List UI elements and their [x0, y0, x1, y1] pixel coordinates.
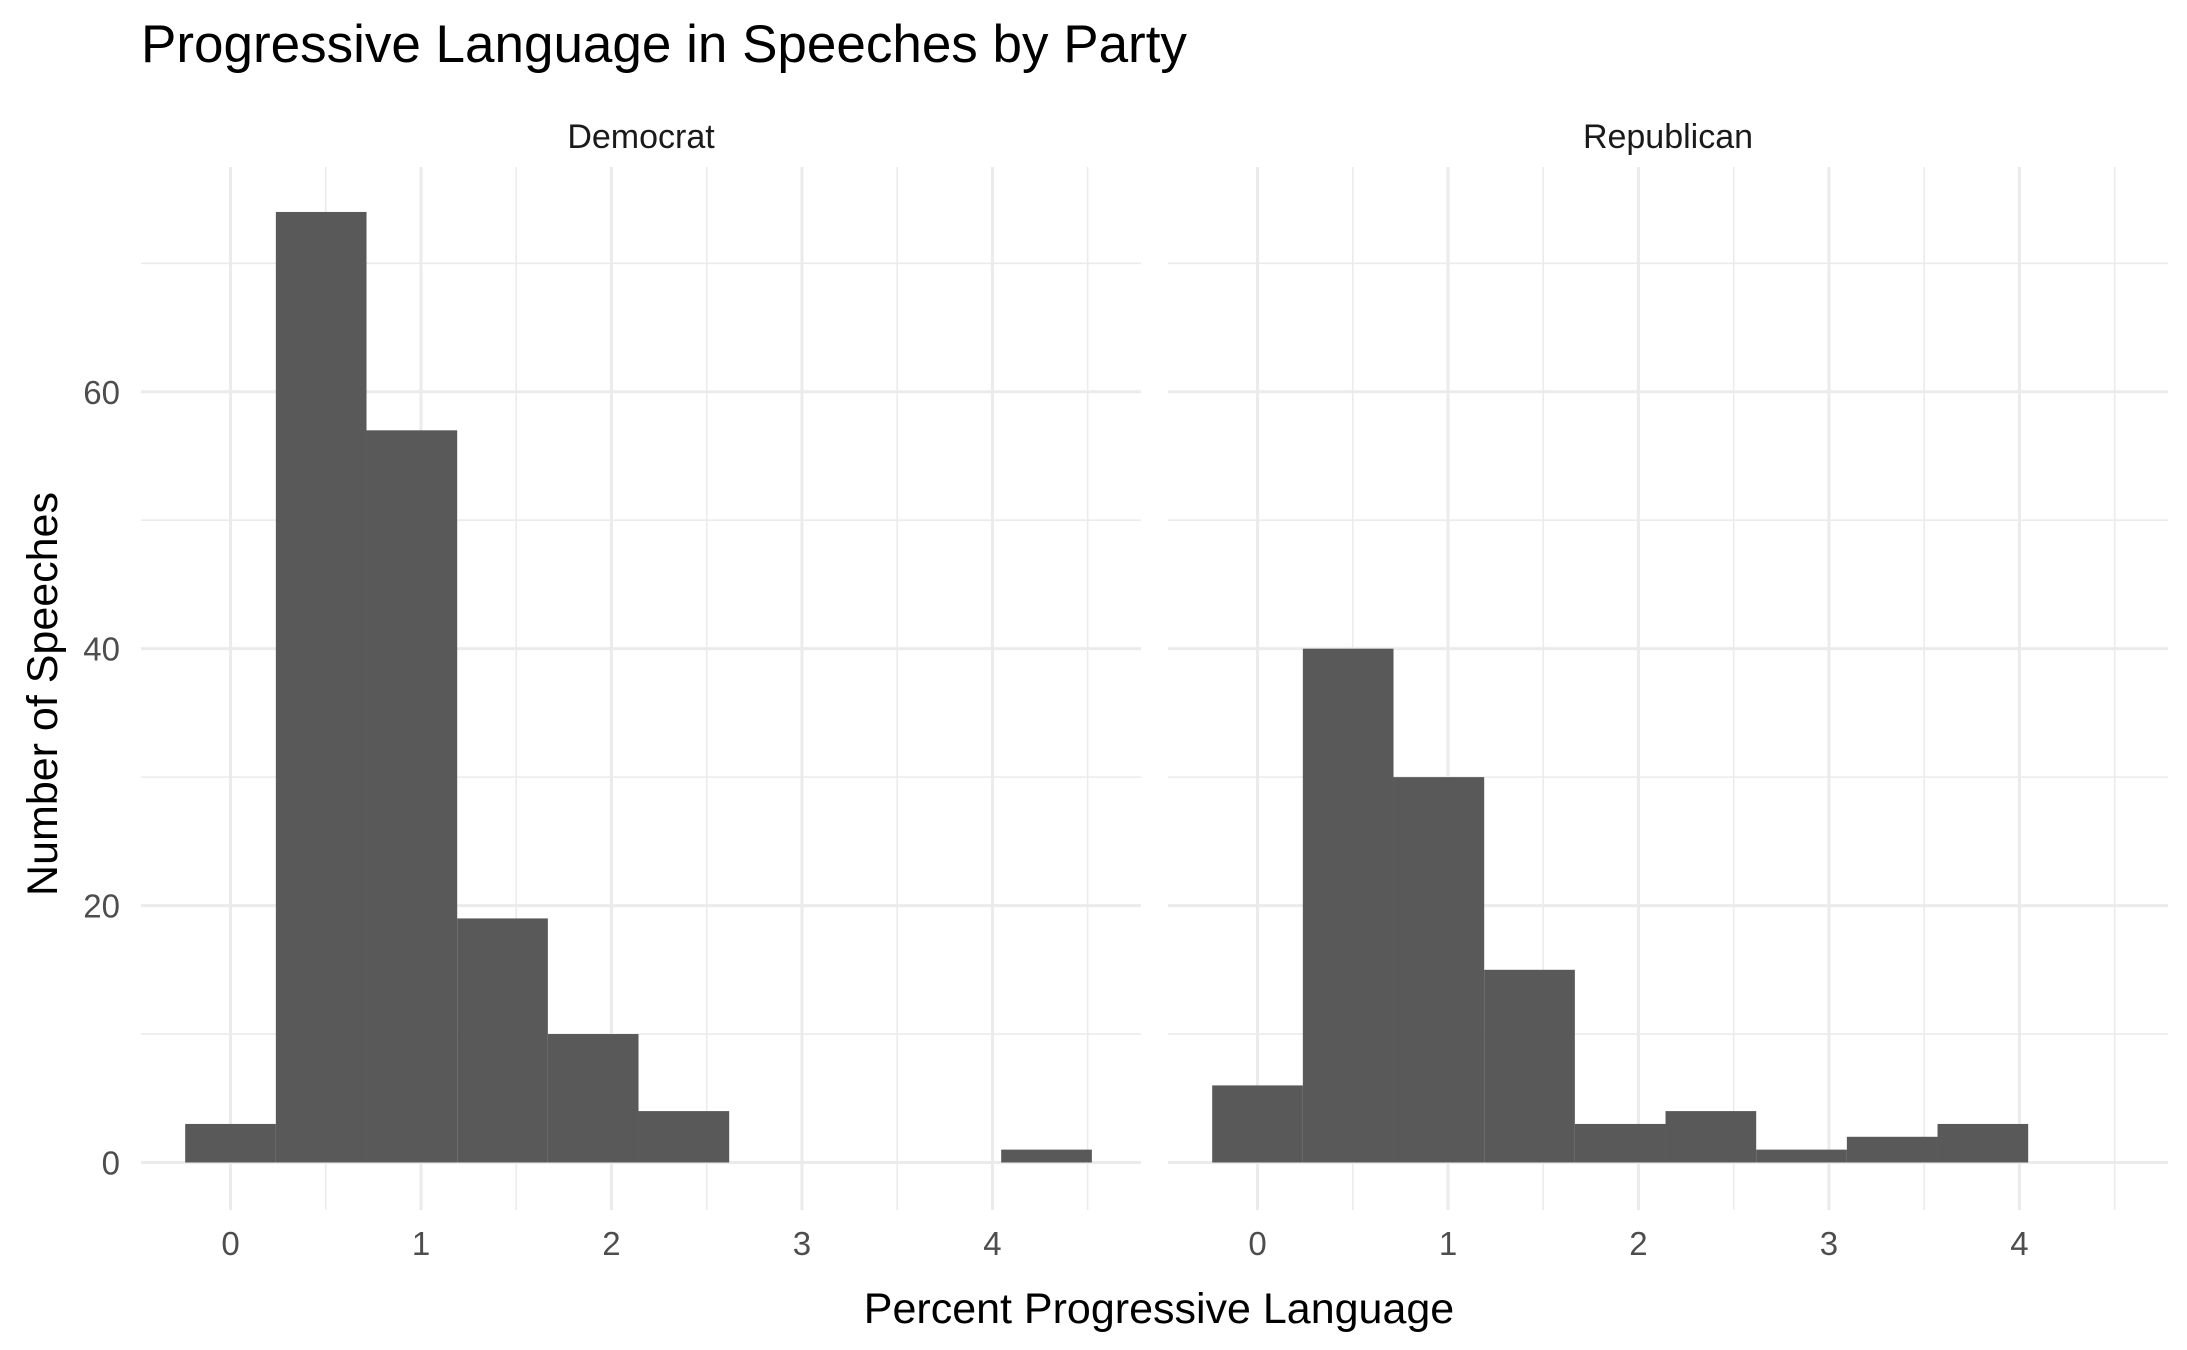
x-tick-label: 1: [412, 1225, 430, 1262]
histogram-bars: [1212, 648, 2029, 1163]
histogram-bar: [366, 430, 458, 1163]
y-axis-tick-labels: 0 20 40 60: [83, 374, 120, 1182]
histogram-bar: [1393, 777, 1485, 1163]
histogram-bars: [185, 211, 1092, 1163]
histogram-bar: [638, 1111, 730, 1163]
y-tick-label: 60: [83, 374, 120, 411]
y-tick-label: 0: [102, 1144, 120, 1181]
x-tick-label: 3: [1820, 1225, 1838, 1262]
x-tick-label: 2: [602, 1225, 620, 1262]
x-axis-tick-labels: 0 1 2 3 4: [221, 1225, 1001, 1262]
histogram-bar: [275, 211, 367, 1163]
histogram-bar: [1846, 1136, 1938, 1163]
x-tick-label: 0: [1248, 1225, 1266, 1262]
panel-republican: Republican 0 1 2 3 4: [1168, 118, 2168, 1262]
x-tick-label: 1: [1439, 1225, 1457, 1262]
x-tick-label: 3: [793, 1225, 811, 1262]
histogram-bar: [1756, 1149, 1847, 1163]
x-tick-label: 4: [983, 1225, 1001, 1262]
histogram-bar: [1212, 1085, 1303, 1163]
x-axis-tick-labels: 0 1 2 3 4: [1248, 1225, 2028, 1262]
histogram-bar: [1302, 648, 1394, 1163]
y-axis-title: Number of Speeches: [19, 492, 67, 896]
histogram-bar: [1574, 1123, 1666, 1163]
histogram-bar: [547, 1034, 639, 1163]
histogram-bar: [1937, 1123, 2029, 1163]
panel-label-republican: Republican: [1583, 118, 1753, 156]
histogram-bar: [1665, 1111, 1757, 1163]
panel-label-democrat: Democrat: [567, 118, 715, 156]
y-tick-label: 40: [83, 631, 120, 668]
x-axis-title: Percent Progressive Language: [864, 1285, 1454, 1333]
panel-democrat: Democrat 0 1 2 3 4: [141, 118, 1141, 1262]
histogram-bar: [1484, 969, 1575, 1163]
histogram-bar: [457, 918, 548, 1163]
chart-title: Progressive Language in Speeches by Part…: [141, 15, 1187, 74]
x-tick-label: 2: [1629, 1225, 1647, 1262]
y-tick-label: 20: [83, 888, 120, 925]
histogram-bar: [185, 1123, 276, 1163]
x-tick-label: 4: [2010, 1225, 2028, 1262]
histogram-bar: [1001, 1149, 1092, 1163]
x-tick-label: 0: [221, 1225, 239, 1262]
